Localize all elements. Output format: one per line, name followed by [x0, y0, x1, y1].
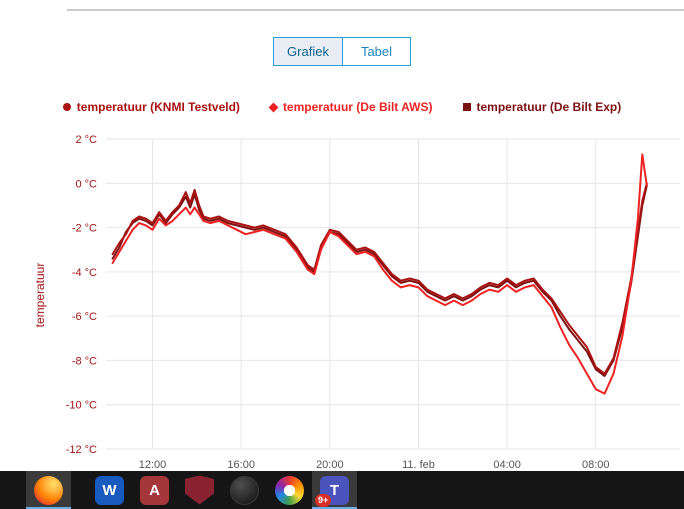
y-tick-label: -10 °C	[66, 400, 97, 412]
firefox-icon	[34, 475, 63, 505]
shield-icon	[185, 475, 214, 505]
y-tick-label: 0 °C	[75, 178, 97, 190]
y-tick-label: 2 °C	[75, 134, 97, 146]
taskbar-firefox-button[interactable]	[26, 471, 71, 509]
series-line-0[interactable]	[111, 182, 648, 375]
y-tick-label: -6 °C	[72, 311, 97, 323]
word-icon: W	[95, 475, 124, 505]
x-tick-label: 16:00	[227, 459, 255, 471]
access-icon: A	[140, 475, 169, 505]
y-tick-label: -12 °C	[66, 444, 97, 456]
y-tick-label: -8 °C	[72, 355, 97, 367]
paint-icon	[275, 475, 304, 505]
legend-diamond-marker-icon	[268, 102, 279, 112]
x-tick-label: 12:00	[139, 459, 167, 471]
x-tick-label: 20:00	[316, 459, 344, 471]
tab-grafiek[interactable]: Grafiek	[274, 38, 342, 65]
legend-label: temperatuur (De Bilt Exp)	[476, 100, 622, 114]
temperature-chart: 2 °C 0 °C -2 °C -4 °C -6 °C -8 °C -10 °C -12 °C…	[66, 134, 680, 471]
notification-badge: 9+	[315, 494, 332, 507]
y-tick-label: -2 °C	[72, 223, 97, 235]
taskbar-word-button[interactable]: W	[87, 471, 132, 509]
taskbar-access-button[interactable]: A	[132, 471, 177, 509]
legend-item-de-bilt-exp[interactable]: temperatuur (De Bilt Exp)	[462, 100, 622, 114]
legend-square-marker-icon	[462, 103, 471, 111]
legend-circle-marker-icon	[62, 103, 71, 111]
view-toggle: Grafiek Tabel	[273, 37, 411, 66]
tab-tabel[interactable]: Tabel	[342, 38, 410, 65]
taskbar-shield-button[interactable]	[177, 471, 222, 509]
series-line-2[interactable]	[111, 184, 648, 377]
edge-icon	[230, 475, 259, 505]
taskbar-teams-button[interactable]: T 9+	[312, 471, 357, 509]
page-top-divider	[67, 9, 684, 11]
series-line-1[interactable]	[111, 153, 648, 395]
chart-legend: temperatuur (KNMI Testveld) temperatuur …	[0, 100, 684, 114]
x-tick-label: 04:00	[493, 459, 521, 471]
taskbar: W A T 9+	[0, 471, 684, 509]
x-tick-label: 11. feb	[402, 459, 435, 471]
y-tick-label: -4 °C	[72, 267, 97, 279]
legend-item-knmi-testveld[interactable]: temperatuur (KNMI Testveld)	[62, 100, 240, 114]
legend-item-de-bilt-aws[interactable]: temperatuur (De Bilt AWS)	[268, 100, 433, 114]
taskbar-paint-button[interactable]	[267, 471, 312, 509]
taskbar-edge-button[interactable]	[222, 471, 267, 509]
legend-label: temperatuur (KNMI Testveld)	[76, 100, 240, 114]
x-tick-label: 08:00	[582, 459, 610, 471]
legend-label: temperatuur (De Bilt AWS)	[282, 100, 433, 114]
